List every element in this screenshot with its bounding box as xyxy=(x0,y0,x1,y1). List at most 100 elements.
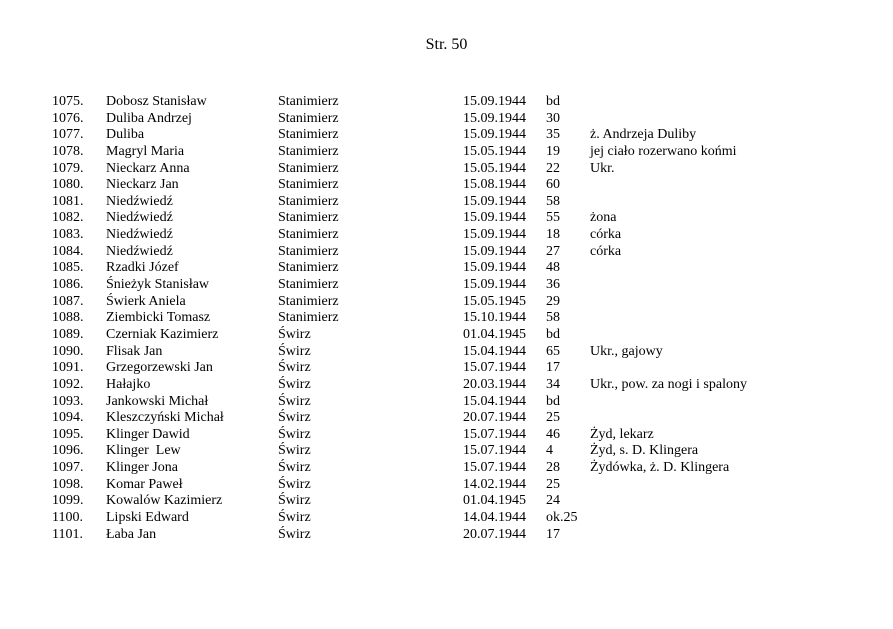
note: żona xyxy=(590,210,617,226)
note: córka xyxy=(590,243,622,259)
age: bd xyxy=(546,94,560,109)
death-date: 15.07.1944 xyxy=(463,360,526,376)
place-name: Świrz xyxy=(278,376,311,392)
entry-number: 1101. xyxy=(52,526,83,542)
person-name: Klinger Dawid xyxy=(106,426,190,442)
person-name: Nieckarz Anna xyxy=(106,160,190,176)
place-name: Stanimierz xyxy=(278,143,339,159)
death-date: 15.09.1944 xyxy=(463,127,526,143)
person-name: Łaba Jan xyxy=(106,526,157,542)
entry-number: 1086. xyxy=(52,277,84,293)
note: Ukr., gajowy xyxy=(590,343,663,359)
person-name: Niedźwiedź xyxy=(106,193,173,209)
person-name: Dobosz Stanisław xyxy=(106,94,207,109)
death-date: 15.05.1944 xyxy=(463,160,526,176)
age: 46 xyxy=(546,426,560,442)
entry-number: 1085. xyxy=(52,260,84,276)
death-date: 15.07.1944 xyxy=(463,443,526,459)
age: 34 xyxy=(546,376,560,392)
place-name: Świrz xyxy=(278,393,311,409)
page-title: Str. 50 xyxy=(425,36,468,53)
place-name: Świrz xyxy=(278,343,311,359)
person-name: Flisak Jan xyxy=(106,343,163,359)
age: 19 xyxy=(546,143,560,159)
person-name: Hałajko xyxy=(106,376,151,392)
age: 25 xyxy=(546,476,560,492)
person-name: Niedźwiedź xyxy=(106,210,173,226)
entry-number: 1091. xyxy=(52,360,84,376)
place-name: Stanimierz xyxy=(278,260,339,276)
age: 58 xyxy=(546,193,560,209)
age: bd xyxy=(546,326,560,342)
entry-number: 1083. xyxy=(52,227,84,243)
age: 25 xyxy=(546,410,560,426)
death-date: 15.09.1944 xyxy=(463,260,526,276)
person-name: Rzadki Józef xyxy=(106,260,179,276)
age: 4 xyxy=(546,443,553,459)
place-name: Stanimierz xyxy=(278,94,339,109)
age: bd xyxy=(546,393,560,409)
death-date: 15.09.1944 xyxy=(463,193,526,209)
place-name: Świrz xyxy=(278,426,311,442)
entry-number: 1075. xyxy=(52,94,84,109)
age: 60 xyxy=(546,177,560,193)
person-name: Duliba Andrzej xyxy=(106,110,192,126)
place-name: Stanimierz xyxy=(278,277,339,293)
entry-number: 1092. xyxy=(52,376,84,392)
entry-number: 1093. xyxy=(52,393,84,409)
note: Żydówka, ż. D. Klingera xyxy=(590,460,730,476)
death-date: 15.07.1944 xyxy=(463,460,526,476)
note: ż. Andrzeja Duliby xyxy=(590,127,697,143)
place-name: Świrz xyxy=(278,526,311,542)
person-name: Czerniak Kazimierz xyxy=(106,326,219,342)
death-date: 15.05.1944 xyxy=(463,143,526,159)
age: ok.25 xyxy=(546,510,578,526)
entry-number: 1078. xyxy=(52,143,84,159)
age: 30 xyxy=(546,110,560,126)
place-name: Stanimierz xyxy=(278,160,339,176)
person-name: Niedźwiedź xyxy=(106,243,173,259)
death-date: 15.09.1944 xyxy=(463,227,526,243)
place-name: Świrz xyxy=(278,326,311,342)
entry-number: 1076. xyxy=(52,110,84,126)
place-name: Świrz xyxy=(278,476,311,492)
age: 48 xyxy=(546,260,560,276)
entry-number: 1080. xyxy=(52,177,84,193)
age: 29 xyxy=(546,293,560,309)
person-name: Nieckarz Jan xyxy=(106,177,179,193)
death-date: 15.09.1944 xyxy=(463,243,526,259)
entry-number: 1081. xyxy=(52,193,84,209)
death-date: 15.09.1944 xyxy=(463,210,526,226)
note: Ukr. xyxy=(590,160,615,176)
person-name: Klinger Jona xyxy=(106,460,178,476)
death-date: 20.07.1944 xyxy=(463,526,526,542)
age: 27 xyxy=(546,243,560,259)
death-date: 15.05.1945 xyxy=(463,293,526,309)
entry-number: 1089. xyxy=(52,326,84,342)
age: 22 xyxy=(546,160,560,176)
death-date: 15.04.1944 xyxy=(463,393,526,409)
entry-number: 1100. xyxy=(52,510,83,526)
entry-number: 1099. xyxy=(52,493,84,509)
place-name: Świrz xyxy=(278,493,311,509)
place-name: Stanimierz xyxy=(278,293,339,309)
person-name: Świerk Aniela xyxy=(106,293,186,309)
entry-number: 1082. xyxy=(52,210,84,226)
age: 28 xyxy=(546,460,560,476)
note: Ukr., pow. za nogi i spalony xyxy=(590,376,747,392)
person-name: Jankowski Michał xyxy=(106,393,209,409)
entry-number: 1087. xyxy=(52,293,84,309)
entry-number: 1088. xyxy=(52,310,84,326)
person-name: Duliba xyxy=(106,127,145,143)
entry-number: 1098. xyxy=(52,476,84,492)
person-name: Niedźwiedź xyxy=(106,227,173,243)
age: 17 xyxy=(546,360,560,376)
person-name: Śnieżyk Stanisław xyxy=(106,277,210,293)
death-date: 15.09.1944 xyxy=(463,110,526,126)
age: 36 xyxy=(546,277,560,293)
place-name: Świrz xyxy=(278,443,311,459)
person-name: Magryl Maria xyxy=(106,143,185,159)
note: Żyd, s. D. Klingera xyxy=(590,443,699,459)
note: Żyd, lekarz xyxy=(590,426,654,442)
death-date: 15.10.1944 xyxy=(463,310,526,326)
